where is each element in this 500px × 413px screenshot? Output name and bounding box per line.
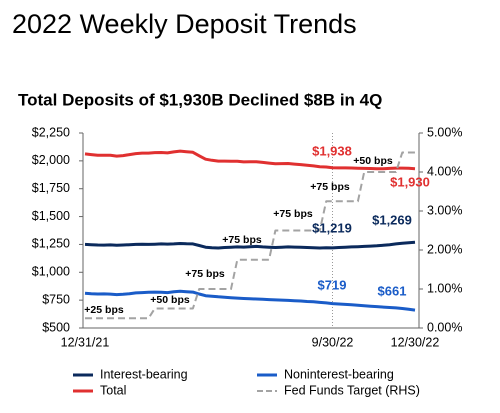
legend-label: Total xyxy=(100,383,126,397)
y-tick-label: $2,000 xyxy=(32,153,70,167)
annotation: +50 bps xyxy=(150,294,190,306)
y-tick-label: $1,250 xyxy=(32,237,70,251)
value-label: $1,219 xyxy=(312,220,352,235)
value-label: $1,938 xyxy=(312,143,352,158)
annotation: +75 bps xyxy=(273,208,313,220)
y2-tick-label: 1.00% xyxy=(427,281,462,295)
y2-tick-label: 2.00% xyxy=(427,242,462,256)
value-label: $1,930 xyxy=(390,174,430,189)
series-line xyxy=(84,289,416,312)
annotation: +50 bps xyxy=(353,155,393,167)
y-tick-label: $1,750 xyxy=(32,181,70,195)
value-label: $661 xyxy=(378,283,407,298)
y-tick-label: $750 xyxy=(42,292,70,306)
x-tick-label: 12/30/22 xyxy=(391,335,440,349)
annotation: +75 bps xyxy=(310,181,350,193)
annotation: +25 bps xyxy=(84,304,124,316)
y-tick-label: $1,000 xyxy=(32,265,70,279)
chart-subtitle: Total Deposits of $1,930B Declined $8B i… xyxy=(18,90,382,109)
series-line xyxy=(84,240,416,250)
series-line xyxy=(85,151,415,320)
y2-tick-label: 3.00% xyxy=(427,203,462,217)
y-tick-label: $2,250 xyxy=(32,125,70,139)
y2-tick-label: 4.00% xyxy=(427,164,462,178)
series-line xyxy=(84,149,416,171)
x-tick-label: 9/30/22 xyxy=(312,335,354,349)
y2-tick-label: 5.00% xyxy=(427,125,462,139)
x-tick-label: 12/31/21 xyxy=(61,335,110,349)
value-label: $1,269 xyxy=(372,212,412,227)
chart-title: 2022 Weekly Deposit Trends xyxy=(12,9,357,39)
annotation: +75 bps xyxy=(185,268,225,280)
legend-label: Interest-bearing xyxy=(100,367,188,381)
value-label: $719 xyxy=(318,277,347,292)
legend-label: Fed Funds Target (RHS) xyxy=(284,383,420,397)
annotation: +75 bps xyxy=(222,234,262,246)
y-tick-label: $1,500 xyxy=(32,209,70,223)
legend-label: Noninterest-bearing xyxy=(284,367,394,381)
y-tick-label: $500 xyxy=(42,320,70,334)
y2-tick-label: 0.00% xyxy=(427,320,462,334)
